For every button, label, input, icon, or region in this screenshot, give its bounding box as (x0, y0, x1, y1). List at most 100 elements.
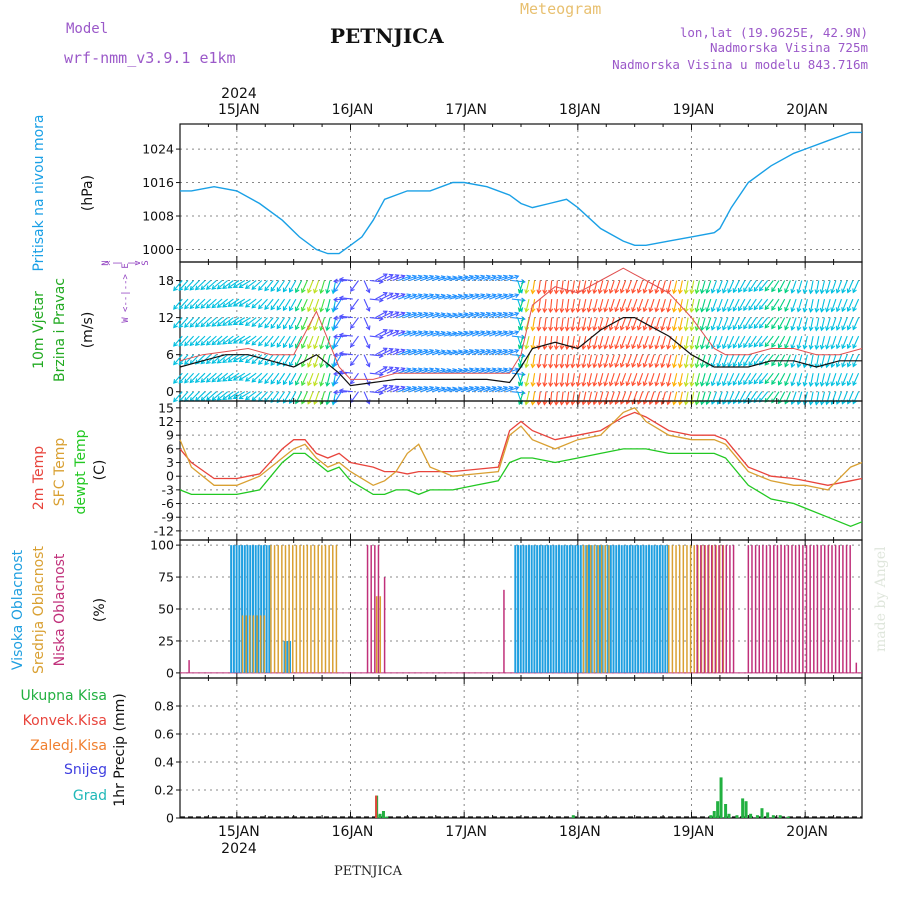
wind-arrow-head (333, 315, 338, 321)
wind-arrow (369, 298, 383, 301)
wind-arrow-head (677, 400, 683, 406)
wind-arrow (820, 298, 826, 312)
wind-arrow-head (412, 348, 418, 354)
wind-arrow-head (852, 362, 857, 368)
wind-arrow-head (814, 307, 820, 313)
wind-arrow-head (753, 342, 759, 348)
wind-arrow (549, 280, 553, 294)
wind-arrow (295, 354, 303, 367)
wind-arrow-head (227, 320, 233, 326)
wind-arrow (409, 349, 422, 356)
wind-arrow (211, 317, 223, 327)
wind-arrow (673, 335, 678, 349)
wind-arrow-head (276, 287, 282, 293)
wind-arrow (711, 391, 718, 405)
wind-arrow (380, 311, 394, 319)
wind-arrow-head (819, 307, 825, 313)
wind-arrow (276, 317, 286, 329)
wind-arrow (437, 387, 451, 393)
wind-arrow (649, 373, 655, 386)
wind-arrow (784, 280, 791, 293)
wind-arrow-head (365, 362, 371, 368)
wind-arrow-head (636, 307, 642, 313)
wind-arrow-head (542, 363, 548, 369)
wind-arrow-head (394, 348, 400, 354)
wind-arrow (295, 335, 303, 349)
wind-arrow-head (592, 289, 598, 295)
wind-arrow-head (586, 363, 592, 369)
wind-arrow (525, 317, 530, 331)
wind-arrow (717, 335, 723, 349)
y-tick-label: 15 (158, 400, 174, 415)
wind-arrow-head (835, 307, 841, 313)
wind-arrow (701, 373, 706, 386)
wind-arrow-head (727, 344, 732, 350)
wind-arrow (531, 336, 536, 350)
precip-legend-item: Ukupna Kisa (20, 688, 107, 704)
wind-arrow (706, 317, 712, 331)
wind-arrow (334, 298, 348, 301)
wind-arrow-head (264, 286, 269, 292)
wind-arrow (432, 331, 445, 337)
wind-arrow (245, 298, 257, 308)
wind-arrow (471, 312, 485, 319)
wind-arrow-head (553, 363, 559, 369)
wind-arrow-head (790, 362, 796, 369)
wind-arrow-head (325, 344, 331, 350)
wind-arrow-head (852, 325, 857, 331)
wind-arrow-head (184, 285, 189, 291)
wind-arrow-head (205, 377, 211, 383)
wind-arrow-head (517, 344, 523, 350)
wind-arrow-head (619, 381, 625, 387)
wind-arrow-head (694, 400, 700, 406)
precip-bar (771, 815, 775, 818)
wind-arrow-head (642, 344, 648, 350)
wind-arrow (643, 354, 649, 368)
wind-arrow (537, 354, 541, 368)
wind-arrow (489, 331, 502, 337)
wind-arrow (264, 298, 274, 310)
wind-arrow-head (189, 341, 195, 347)
wind-arrow-head (244, 321, 250, 327)
wind-arrow-head (841, 288, 846, 294)
wind-arrow (449, 350, 462, 356)
wind-arrow (350, 298, 359, 310)
wind-arrow (227, 317, 240, 326)
wind-arrow (695, 373, 701, 386)
wind-arrow (460, 368, 474, 374)
wind-arrow-head (716, 307, 722, 313)
wind-arrow-head (417, 330, 423, 336)
wind-arrow (489, 312, 502, 319)
wind-arrow (826, 317, 831, 331)
wind-arrow-head (636, 381, 642, 387)
watermark: made by Angel (873, 546, 889, 652)
precip-bar (760, 808, 764, 818)
wind-arrow (609, 373, 615, 386)
wind-arrow (555, 354, 558, 368)
wind-arrow (518, 373, 524, 386)
wind-arrow (339, 334, 353, 337)
wind-arrow-head (307, 307, 312, 313)
wind-arrow-head (835, 325, 841, 331)
wind-arrow (685, 373, 689, 387)
wind-arrow-head (485, 367, 491, 373)
wind-arrow (706, 298, 712, 312)
wind-arrow (375, 310, 388, 319)
wind-arrow (420, 294, 434, 300)
wind-arrow-head (238, 376, 244, 381)
wind-arrow (334, 298, 342, 311)
wind-arrow-head (514, 348, 520, 354)
wind-arrow-head (319, 400, 324, 406)
wind-arrow (233, 372, 246, 381)
wind-arrow (525, 354, 530, 368)
wind-arrow (582, 373, 587, 387)
wind-arrow-head (173, 304, 178, 310)
wind-arrow (500, 368, 513, 374)
wind-arrow-head (802, 289, 808, 295)
wind-arrow-head (777, 380, 783, 386)
wind-arrow-head (497, 330, 503, 336)
cloud-label-low: Niska Oblacnost (52, 553, 68, 666)
wind-arrow-head (753, 305, 759, 311)
precip-legend-item: Grad (73, 788, 107, 804)
wind-arrow (173, 372, 183, 384)
